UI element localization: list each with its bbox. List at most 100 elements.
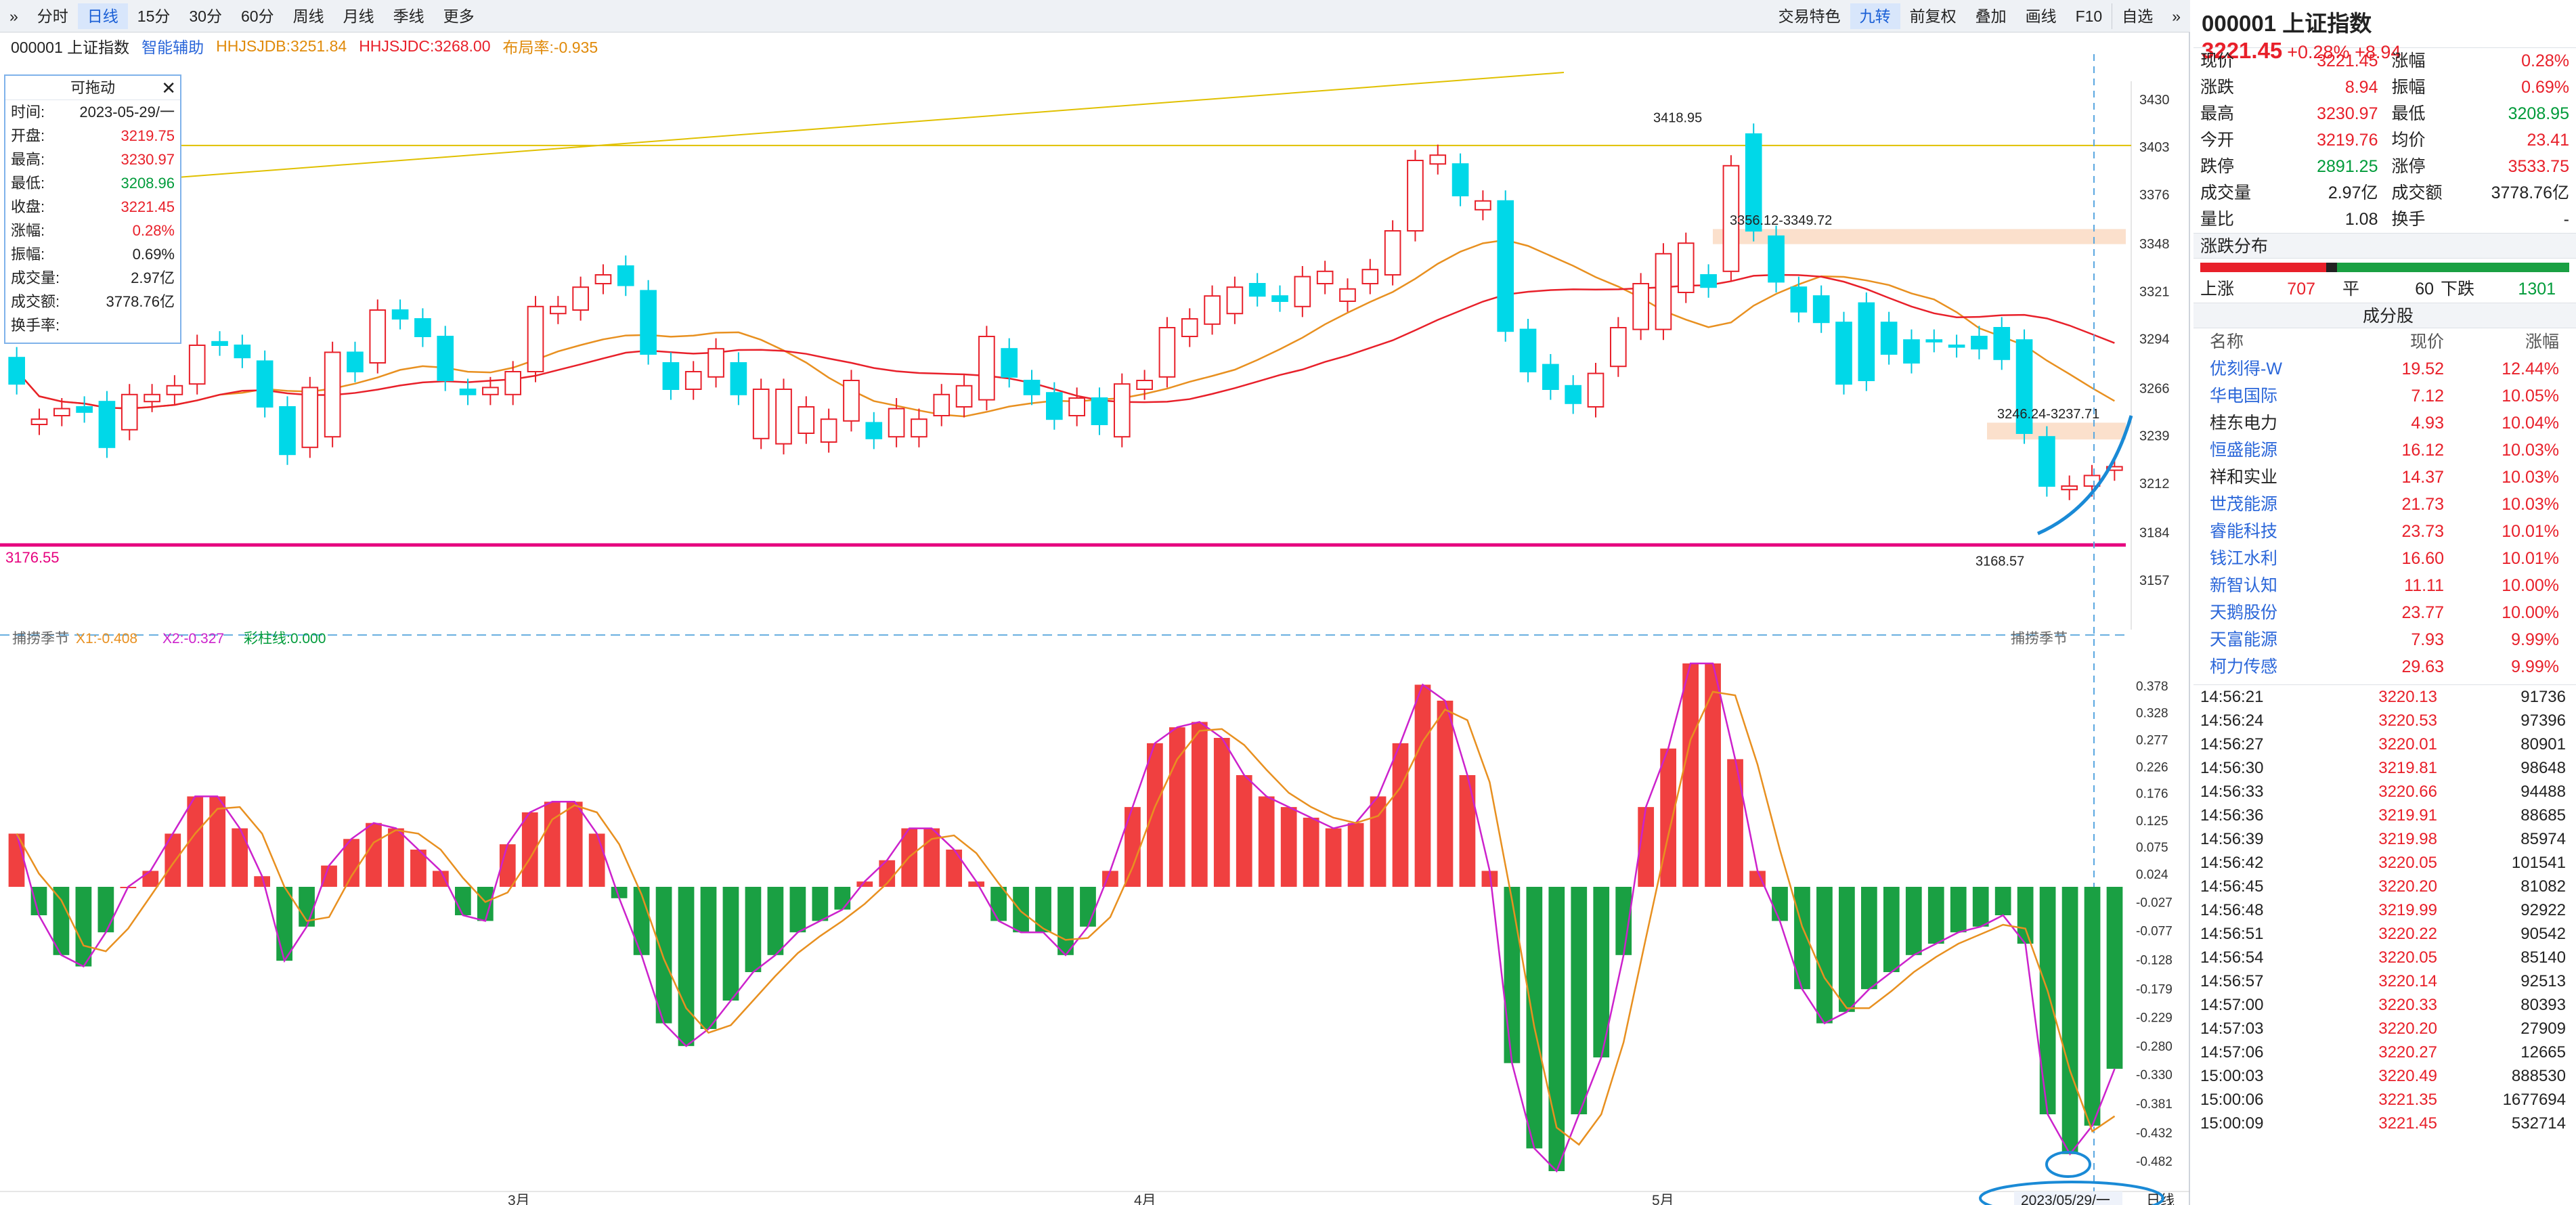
candle-up: [527, 305, 544, 372]
stock-price: 23.73: [2401, 522, 2444, 541]
sub-bar-negative: [1927, 887, 1944, 944]
nine-turn-button[interactable]: 九转: [1850, 3, 1900, 29]
sub-bar-negative: [2039, 887, 2056, 1114]
tab-30min[interactable]: 30分: [189, 7, 222, 25]
sub-bar-positive: [588, 833, 605, 887]
tab-monthly[interactable]: 月线: [343, 7, 374, 25]
candle-down: [865, 422, 883, 439]
stock-row[interactable]: 世茂能源 21.73 10.03%: [2193, 491, 2576, 518]
close-icon[interactable]: ✕: [161, 78, 176, 98]
sub-bar-negative: [75, 887, 92, 967]
candle-down: [1023, 380, 1041, 395]
f10-button[interactable]: F10: [2075, 7, 2103, 25]
stock-row[interactable]: 钱江水利 16.60 10.01%: [2193, 545, 2576, 572]
stock-name[interactable]: 桂东电力: [2210, 414, 2278, 433]
quote-row: 最高 3230.97 最低 3208.95: [2193, 101, 2576, 127]
candle-up: [933, 393, 951, 416]
candle-up: [1361, 269, 1379, 285]
candle-up: [301, 387, 319, 448]
stock-row[interactable]: 桂东电力 4.93 10.04%: [2193, 410, 2576, 437]
stock-row[interactable]: 优刻得-W 19.52 12.44%: [2193, 355, 2576, 382]
candle-up: [1722, 165, 1740, 272]
draw-button[interactable]: 画线: [2025, 7, 2057, 25]
stock-row[interactable]: 天鹅股份 23.77 10.00%: [2193, 599, 2576, 626]
sub-tick-label: 0.176: [2136, 787, 2168, 802]
sub-bar-negative: [812, 887, 829, 921]
panel-row-label: 时间:: [11, 104, 45, 121]
stock-name[interactable]: 优刻得-W: [2210, 359, 2282, 378]
quote-cell: 最高: [2200, 104, 2235, 123]
stock-name[interactable]: 睿能科技: [2210, 522, 2278, 541]
price-tick-label: 3403: [2139, 140, 2170, 155]
tick-time: 14:56:30: [2200, 759, 2264, 777]
tick-price: 3220.01: [2378, 735, 2437, 753]
tab-weekly[interactable]: 周线: [292, 7, 324, 25]
candle-info-panel[interactable]: 可拖动 ✕ 时间: 2023-05-29/一 开盘: 3219.75 最高: 3230.97…: [4, 74, 181, 344]
stock-change: 10.00%: [2502, 603, 2559, 622]
stocks-header: 成分股: [2193, 303, 2576, 328]
stock-name[interactable]: 恒盛能源: [2210, 441, 2278, 460]
panel-row: 涨幅: 0.28%: [5, 219, 180, 242]
panel-row: 开盘: 3219.75: [5, 124, 180, 148]
panel-row: 最低: 3208.96: [5, 171, 180, 195]
sub-bar-negative: [97, 887, 114, 933]
price-tick-label: 3348: [2139, 237, 2170, 252]
tab-quarterly[interactable]: 季线: [393, 7, 424, 25]
tab-15min[interactable]: 15分: [137, 7, 171, 25]
sub-tick-label: -0.077: [2136, 925, 2173, 939]
candlestick-chart[interactable]: 3430 3403 3376 3348 3321 3294 3266 3239 3212 3184…: [0, 54, 2190, 1205]
expand-icon[interactable]: »: [9, 7, 18, 25]
watchlist-button[interactable]: 自选: [2112, 3, 2162, 29]
stock-price: 21.73: [2401, 495, 2444, 514]
tick-time: 14:57:03: [2200, 1020, 2264, 1038]
candle-down: [1451, 163, 1469, 196]
stock-name[interactable]: 祥和实业: [2210, 468, 2278, 487]
candle-down: [279, 406, 296, 456]
sub-bar-negative: [1972, 887, 1989, 927]
tab-fenshi[interactable]: 分时: [37, 7, 68, 25]
smart-assist[interactable]: 智能辅助: [141, 39, 204, 56]
tab-daily[interactable]: 日线: [77, 3, 128, 29]
candle-down: [1271, 295, 1288, 303]
tick-price: 3219.99: [2378, 901, 2437, 919]
stock-row[interactable]: 祥和实业 14.37 10.03%: [2193, 464, 2576, 491]
candle-down: [1768, 235, 1785, 283]
sub-bar-positive: [232, 828, 248, 887]
stock-name[interactable]: 天富能源: [2210, 630, 2278, 649]
candle-up: [1158, 327, 1176, 378]
quote-cell: 涨停: [2391, 157, 2426, 176]
sub-bar-negative: [1839, 887, 1855, 1012]
tick-price: 3220.27: [2378, 1043, 2437, 1061]
price-tick-label: 3157: [2139, 573, 2170, 588]
candle-down: [211, 341, 228, 346]
tick-time: 15:00:03: [2200, 1067, 2264, 1085]
stock-name[interactable]: 天鹅股份: [2210, 603, 2278, 622]
stock-row[interactable]: 新智认知 11.11 10.00%: [2193, 572, 2576, 599]
stock-change: 9.99%: [2511, 657, 2559, 676]
stock-name[interactable]: 新智认知: [2210, 576, 2278, 595]
quote-cell: 跌停: [2200, 157, 2235, 176]
stock-row[interactable]: 柯力传感 29.63 9.99%: [2193, 653, 2576, 680]
quote-cell: 3230.97: [2317, 104, 2378, 123]
stock-row[interactable]: 天富能源 7.93 9.99%: [2193, 626, 2576, 653]
overlay-menu[interactable]: 叠加: [1975, 7, 2007, 25]
candle-up: [1429, 154, 1447, 165]
candle-up: [1677, 242, 1695, 294]
tab-more[interactable]: 更多: [443, 7, 475, 25]
trade-feature-menu[interactable]: 交易特色: [1778, 7, 1841, 25]
stock-row[interactable]: 恒盛能源 16.12 10.03%: [2193, 437, 2576, 464]
stock-row[interactable]: 睿能科技 23.73 10.01%: [2193, 518, 2576, 545]
tick-volume: 92922: [2520, 901, 2566, 919]
sub-bar-negative: [700, 887, 717, 1029]
collapse-icon[interactable]: »: [2172, 7, 2181, 25]
stock-name[interactable]: 柯力传感: [2210, 657, 2278, 676]
tick-price: 3220.20: [2378, 1020, 2437, 1038]
sub-tick-label: 0.024: [2136, 868, 2168, 882]
stock-name[interactable]: 世茂能源: [2210, 495, 2278, 514]
tab-60min[interactable]: 60分: [240, 7, 274, 25]
adjust-menu[interactable]: 前复权: [1909, 7, 1957, 25]
stock-name[interactable]: 华电国际: [2210, 387, 2278, 406]
stock-row[interactable]: 华电国际 7.12 10.05%: [2193, 382, 2576, 410]
stock-name[interactable]: 钱江水利: [2210, 549, 2278, 568]
